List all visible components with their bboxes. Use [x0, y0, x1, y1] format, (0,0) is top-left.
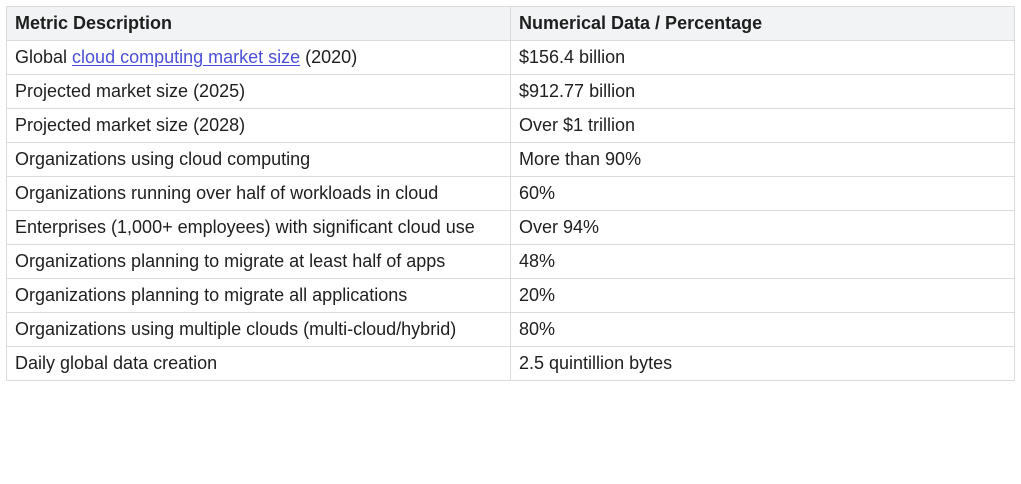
value-cell: $156.4 billion [510, 40, 1015, 75]
metric-cell: Daily global data creation [6, 346, 511, 381]
stats-table-container: Metric Description Numerical Data / Perc… [6, 6, 1015, 381]
metric-cell: Projected market size (2028) [6, 108, 511, 143]
table-row: Organizations planning to migrate all ap… [6, 278, 1015, 313]
table-row: Enterprises (1,000+ employees) with sign… [6, 210, 1015, 245]
metric-cell: Organizations using cloud computing [6, 142, 511, 177]
table-row: Daily global data creation 2.5 quintilli… [6, 346, 1015, 381]
value-cell: 20% [510, 278, 1015, 313]
header-metric-description: Metric Description [6, 6, 511, 41]
value-cell: Over $1 trillion [510, 108, 1015, 143]
value-cell: Over 94% [510, 210, 1015, 245]
table-row: Projected market size (2028) Over $1 tri… [6, 108, 1015, 143]
value-cell: 48% [510, 244, 1015, 279]
metric-prefix: Global [15, 47, 73, 67]
metric-cell: Global cloud computing market size (2020… [6, 40, 511, 75]
metric-cell: Organizations running over half of workl… [6, 176, 511, 211]
metric-cell: Organizations planning to migrate at lea… [6, 244, 511, 279]
cloud-market-size-link[interactable]: cloud computing market size [72, 47, 301, 67]
table-row: Organizations using multiple clouds (mul… [6, 312, 1015, 347]
metric-cell: Organizations using multiple clouds (mul… [6, 312, 511, 347]
table-row: Projected market size (2025) $912.77 bil… [6, 74, 1015, 109]
value-cell: 60% [510, 176, 1015, 211]
metric-cell: Projected market size (2025) [6, 74, 511, 109]
value-cell: $912.77 billion [510, 74, 1015, 109]
cloud-stats-table: Metric Description Numerical Data / Perc… [6, 6, 1015, 381]
table-row: Organizations planning to migrate at lea… [6, 244, 1015, 279]
metric-cell: Organizations planning to migrate all ap… [6, 278, 511, 313]
table-header-row: Metric Description Numerical Data / Perc… [6, 6, 1015, 41]
metric-suffix: (2020) [300, 47, 358, 67]
table-row: Organizations using cloud computing More… [6, 142, 1015, 177]
metric-cell: Enterprises (1,000+ employees) with sign… [6, 210, 511, 245]
table-row: Organizations running over half of workl… [6, 176, 1015, 211]
header-numerical-data: Numerical Data / Percentage [510, 6, 1015, 41]
value-cell: 80% [510, 312, 1015, 347]
value-cell: 2.5 quintillion bytes [510, 346, 1015, 381]
value-cell: More than 90% [510, 142, 1015, 177]
table-row: Global cloud computing market size (2020… [6, 40, 1015, 75]
